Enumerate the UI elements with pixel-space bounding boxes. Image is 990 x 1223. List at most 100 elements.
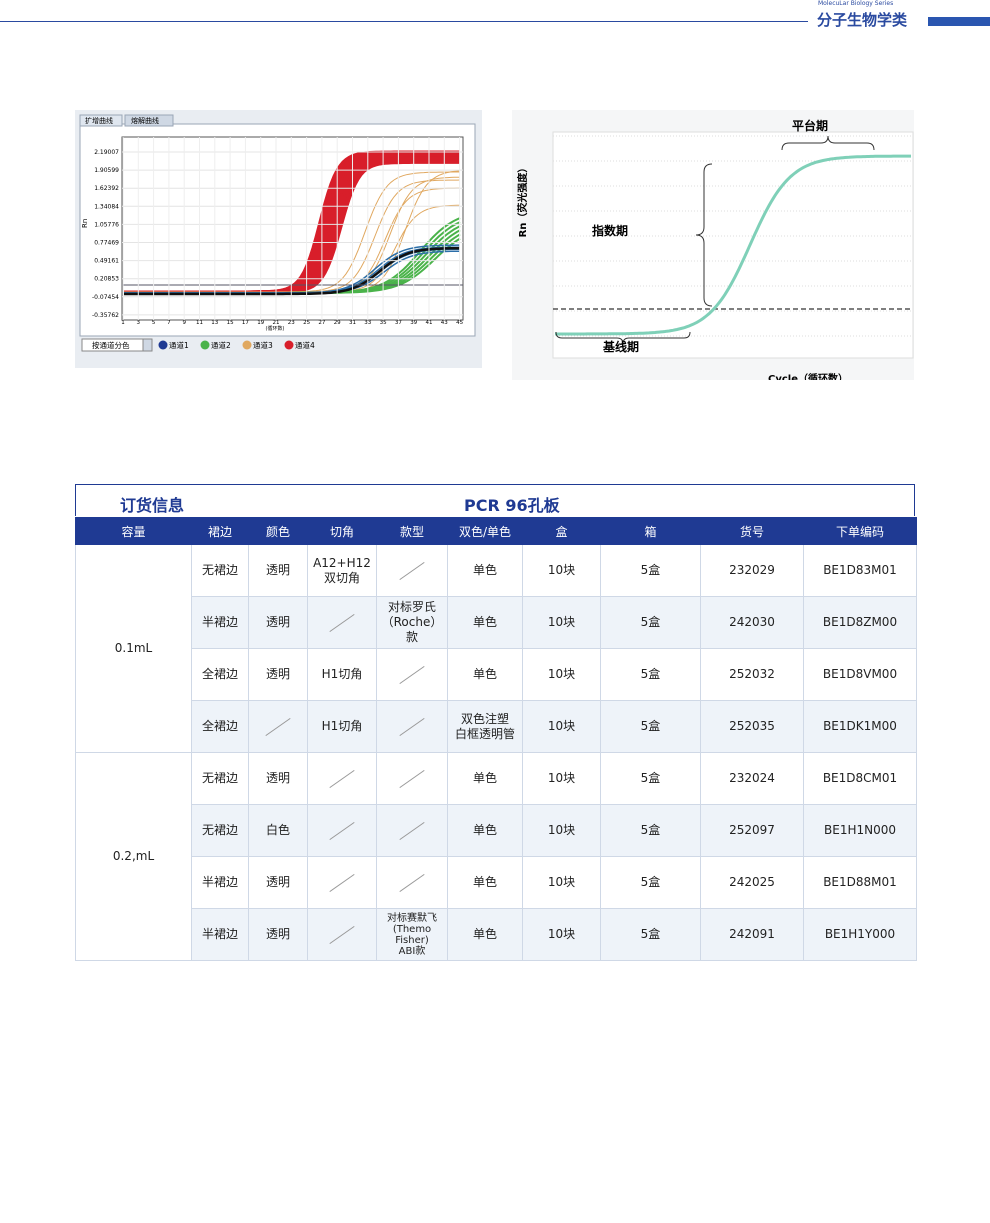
brace: [695, 163, 713, 307]
cell: 全裙边: [191, 648, 249, 701]
cell: 全裙边: [191, 700, 249, 753]
header-rule: [0, 21, 808, 22]
cell: 5盒: [600, 908, 701, 961]
x-tick-label: 23: [288, 320, 295, 326]
series-label: MolecuLar Biology Series: [818, 0, 894, 7]
slash: [399, 561, 425, 580]
y-tick-label: 2.19007: [94, 149, 119, 156]
cell: 无裙边: [191, 752, 249, 805]
cell: 双色注塑 白框透明管: [447, 700, 523, 753]
slash: [399, 873, 425, 892]
x-tick-label: 25: [303, 320, 310, 326]
cell: 半裙边: [191, 908, 249, 961]
y-tick-label: 0.49161: [94, 258, 119, 265]
cell: 透明: [248, 544, 308, 597]
slash: [329, 613, 355, 632]
slash: [329, 873, 355, 892]
cell: 232029: [700, 544, 804, 597]
slash: [399, 821, 425, 840]
cell: BE1D8ZM00: [803, 596, 917, 649]
table-title: 订货信息: [120, 496, 185, 515]
tab-label[interactable]: 熔解曲线: [131, 116, 159, 125]
cell: H1切角: [307, 648, 377, 701]
y-tick-label: 1.05776: [94, 221, 119, 228]
cell: 单色: [447, 908, 523, 961]
header-block: [928, 17, 990, 26]
y-tick-label: 0.77469: [94, 240, 119, 247]
amplification-chart: 扩增曲线 熔解曲线 Rn (循环数) 按通道分色 2.19007 1.90599 1…: [75, 110, 482, 368]
cell: 232024: [700, 752, 804, 805]
cell: 透明: [248, 908, 308, 961]
column-header: 箱: [600, 517, 701, 545]
curve: [124, 246, 460, 296]
cell: 单色: [447, 648, 523, 701]
select-arrow[interactable]: [142, 338, 153, 352]
x-tick-label: 33: [364, 320, 371, 326]
column-header: 盒: [522, 517, 601, 545]
tab[interactable]: [79, 114, 123, 127]
x-tick-label: 31: [349, 320, 356, 326]
brace: [781, 135, 875, 151]
table-row: 0.1mL 无裙边 透明 A12+H12 双切角 单色 10块 5盒 232029 BE1D83…: [75, 544, 917, 753]
cell: 单色: [447, 544, 523, 597]
table-row: 半裙边 透明 对标赛默飞 (Themo Fisher) ABI款 单色 10块 5盒 242…: [76, 908, 917, 961]
cell: 5盒: [600, 700, 701, 753]
column-header: 款型: [376, 517, 448, 545]
x-tick-label: 7: [167, 320, 171, 326]
x-tick-label: 41: [426, 320, 433, 326]
x-tick-label: 13: [211, 320, 218, 326]
y-tick-label: 1.34084: [94, 203, 119, 210]
phase-label: 指数期: [592, 223, 628, 238]
y-tick-label: 0.20853: [94, 276, 119, 283]
empty-cell: [307, 804, 377, 857]
cell: 透明: [248, 752, 308, 805]
cell: 10块: [522, 752, 601, 805]
empty-cell: [307, 856, 377, 909]
cell: 252097: [700, 804, 804, 857]
phase-label: 平台期: [792, 118, 828, 133]
legend-swatch[interactable]: [158, 340, 168, 350]
table-row: 0.2,mL 无裙边 透明 单色 10块 5盒 232024 BE1D8CM01: [75, 752, 917, 961]
tab[interactable]: [124, 114, 174, 127]
table-row: 无裙边 白色 单色 10块 5盒 252097 BE1H1N000: [76, 804, 917, 857]
cell: 242091: [700, 908, 804, 961]
x-tick-label: 1: [121, 320, 125, 326]
x-tick-label: 35: [380, 320, 387, 326]
empty-cell: [376, 544, 448, 597]
legend-swatch[interactable]: [200, 340, 210, 350]
cell: 252035: [700, 700, 804, 753]
y-tick-label: 1.62392: [94, 185, 119, 192]
x-tick-label: 3: [137, 320, 141, 326]
cell: 5盒: [600, 804, 701, 857]
cell: BE1D83M01: [803, 544, 917, 597]
cell: 10块: [522, 700, 601, 753]
cell: H1切角: [307, 700, 377, 753]
cell: 单色: [447, 752, 523, 805]
cell: 对标罗氏 （Roche）款: [376, 596, 448, 649]
cell: BE1D8VM00: [803, 648, 917, 701]
legend-label: 通道2: [211, 340, 231, 350]
x-tick-label: 21: [273, 320, 280, 326]
x-tick-label: 15: [227, 320, 234, 326]
cell: 5盒: [600, 544, 701, 597]
column-header: 切角: [307, 517, 377, 545]
x-tick-label: 27: [318, 320, 325, 326]
x-tick-label: 19: [257, 320, 264, 326]
cell: 10块: [522, 804, 601, 857]
empty-cell: [307, 908, 377, 961]
tab-label[interactable]: 扩增曲线: [85, 116, 113, 125]
cell: 10块: [522, 648, 601, 701]
empty-cell: [376, 648, 448, 701]
cell: 5盒: [600, 596, 701, 649]
slash: [329, 769, 355, 788]
cell: 单色: [447, 804, 523, 857]
legend-label: 通道3: [253, 340, 273, 350]
legend-label: 通道4: [295, 340, 315, 350]
cell: A12+H12 双切角: [307, 544, 377, 597]
legend-swatch[interactable]: [284, 340, 294, 350]
select-label[interactable]: 按通道分色: [92, 340, 130, 350]
legend-swatch[interactable]: [242, 340, 252, 350]
slash: [329, 925, 355, 944]
cell: 对标赛默飞 (Themo Fisher) ABI款: [376, 908, 448, 961]
capacity-cell: 0.2,mL: [75, 752, 192, 961]
